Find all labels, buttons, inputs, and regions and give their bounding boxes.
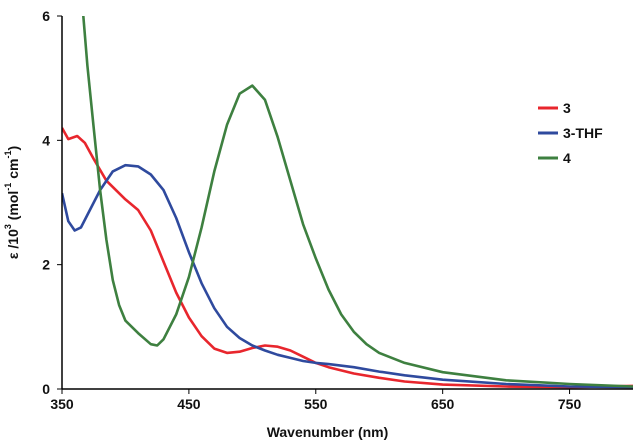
x-axis-title: Wavenumber (nm) [267,424,389,440]
y-axis-title-superscript: -1 [3,183,13,191]
y-axis-title-superscript: -1 [3,151,13,159]
y-axis-title-part: (mol [5,191,21,224]
x-tick-label: 350 [50,396,74,412]
x-tick-label: 550 [304,396,328,412]
legend-label: 3-THF [563,125,603,141]
y-tick-label: 4 [42,132,50,148]
y-tick-label: 0 [42,381,50,397]
legend-label: 4 [563,150,571,166]
series-line-3 [62,127,633,389]
y-tick-label: 2 [42,257,50,273]
y-axis-title-part: ε /10 [5,229,21,259]
series-layer [62,16,633,389]
y-tick-label: 6 [42,8,50,24]
x-tick-label: 750 [558,396,582,412]
tick-layer: 350 450 550 650 750 0 2 4 6 [42,8,581,412]
y-axis-title: ε /103 (mol-1 cm-1) [3,146,20,259]
y-axis-title-part: cm [5,159,21,183]
legend: 3 3-THF 4 [538,100,603,166]
y-axis-title-superscript: 3 [3,224,13,229]
y-axis-title-part: ) [5,146,21,151]
legend-label: 3 [563,100,571,116]
series-line-3-thf [62,163,633,389]
x-tick-label: 650 [431,396,455,412]
series-line-4 [82,16,633,388]
x-tick-label: 450 [177,396,201,412]
